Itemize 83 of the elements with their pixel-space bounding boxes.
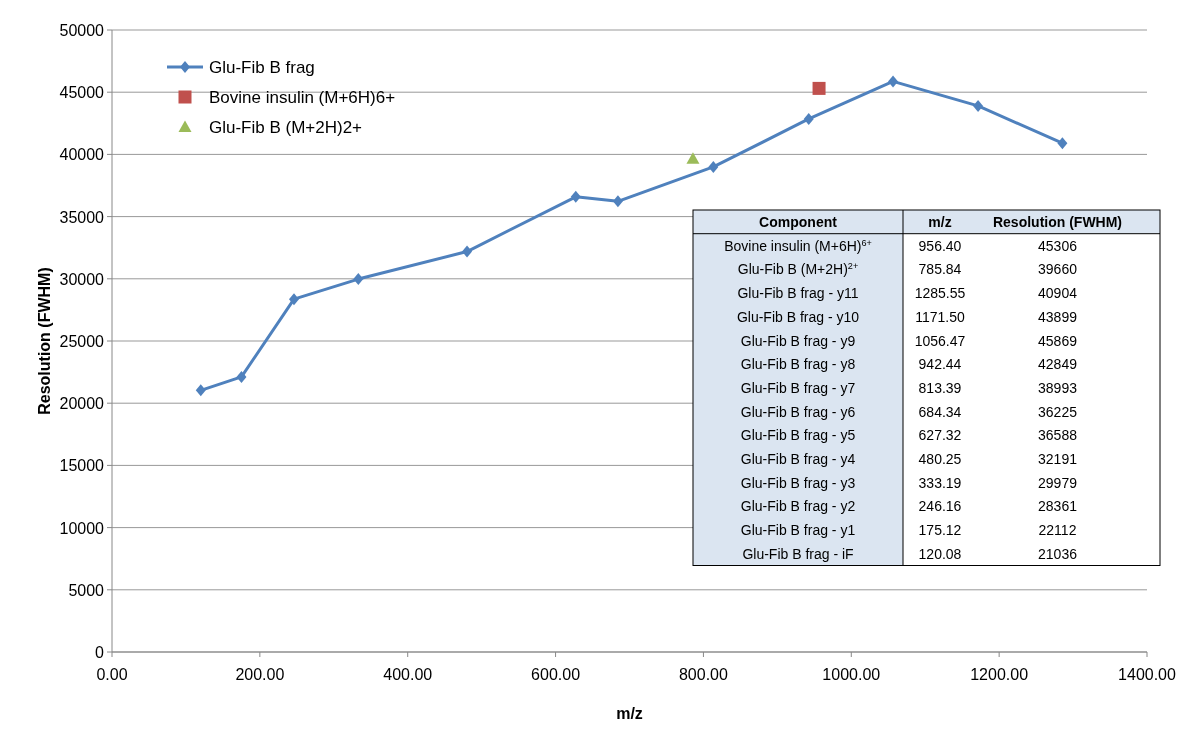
x-tick-label: 200.00 (235, 666, 285, 683)
x-axis-title: m/z (616, 705, 643, 722)
annotation: 333.19 (918, 474, 962, 491)
annotation: 627.32 (918, 427, 962, 444)
annotation: 813.39 (918, 379, 962, 396)
annotation: Glu-Fib B frag - y9 (740, 332, 856, 349)
y-tick-label: 20000 (59, 395, 105, 413)
x-tick-label: 1000.00 (822, 666, 881, 683)
point (686, 152, 700, 164)
legend-label: Bovine insulin (M+6H)6+ (209, 88, 396, 107)
legend-label: Glu-Fib B frag (209, 58, 315, 77)
annotation: 36588 (1038, 427, 1078, 444)
y-tick-label: 15000 (59, 457, 105, 475)
annotation: 43899 (1038, 308, 1078, 325)
point (570, 190, 581, 203)
annotation: 1171.50 (915, 308, 965, 325)
y-tick-label: 50000 (59, 22, 105, 39)
annotation: 480.25 (918, 451, 962, 467)
annotation: 684.34 (918, 403, 962, 420)
y-tick-label: 45000 (59, 84, 105, 102)
legend-label: Glu-Fib B (M+2H)2+ (209, 118, 363, 137)
point (353, 273, 364, 286)
y-tick-label: 40000 (59, 146, 105, 164)
annotation: 21036 (1038, 545, 1078, 562)
annotation: Glu-Fib B frag - y4 (740, 451, 856, 467)
y-tick-label: 0 (95, 644, 105, 661)
annotation: 1285.55 (914, 285, 966, 302)
annotation: 120.08 (918, 545, 962, 562)
annotation: 32191 (1038, 451, 1078, 467)
annotation: 38993 (1038, 379, 1078, 396)
annotation: Glu-Fib B frag - y1 (740, 522, 856, 539)
annotation: 36225 (1038, 403, 1078, 420)
x-tick-label: 800.00 (678, 666, 728, 683)
annotation: Resolution (FWHM) (992, 214, 1123, 230)
annotation: 45306 (1038, 237, 1078, 254)
annotation: Glu-Fib B frag - y11 (737, 285, 859, 302)
point (612, 195, 623, 208)
annotation: 39660 (1038, 261, 1078, 278)
y-tick-label: 25000 (59, 333, 105, 350)
annotation: Glu-Fib B frag - iF (742, 545, 854, 562)
y-tick-label: 5000 (68, 581, 105, 599)
annotation: 1056.47 (914, 332, 966, 349)
annotation: 175.12 (918, 522, 962, 539)
annotation: 956.40 (918, 237, 962, 254)
x-tick-label: 0.00 (96, 666, 128, 683)
annotation: Glu-Fib B frag - y7 (740, 379, 856, 396)
y-tick-label: 35000 (59, 208, 105, 226)
x-tick-label: 400.00 (383, 666, 433, 683)
annotation: Glu-Fib B frag - y8 (740, 356, 856, 373)
point (708, 160, 719, 173)
point (812, 81, 826, 95)
point (288, 293, 299, 306)
point (973, 99, 984, 112)
y-tick-label: 30000 (59, 270, 105, 288)
point (195, 384, 206, 397)
annotation: 45869 (1038, 332, 1078, 349)
annotation: 42849 (1038, 356, 1078, 373)
point (462, 245, 473, 258)
y-axis-title: Resolution (FWHM) (36, 267, 53, 415)
annotation: Glu-Fib B frag - y10 (736, 308, 860, 325)
annotation: m/z (928, 214, 952, 230)
annotation: 28361 (1038, 498, 1078, 515)
point (1057, 137, 1068, 150)
annotation: 40904 (1038, 285, 1078, 302)
annotation: Glu-Fib B (M+2H)$^{2+}$ (737, 261, 859, 278)
x-tick-label: 600.00 (531, 666, 581, 683)
annotation: 29979 (1038, 474, 1078, 491)
point (888, 75, 899, 88)
annotation: 22112 (1038, 522, 1077, 539)
annotation: Glu-Fib B frag - y2 (740, 498, 856, 515)
annotation: Component (759, 214, 838, 230)
annotation: Glu-Fib B frag - y6 (740, 403, 856, 420)
annotation: Glu-Fib B frag - y5 (740, 427, 856, 444)
annotation: Bovine insulin (M+6H)$^{6+}$ (724, 237, 872, 254)
annotation: Glu-Fib B frag - y3 (740, 474, 856, 491)
annotation: 785.84 (918, 261, 962, 278)
annotation: 246.16 (918, 498, 962, 515)
y-tick-label: 10000 (59, 519, 105, 537)
point (236, 370, 247, 383)
point (803, 112, 814, 125)
x-tick-label: 1200.00 (970, 666, 1029, 683)
x-tick-label: 1400.00 (1118, 666, 1177, 683)
annotation: 942.44 (918, 356, 962, 373)
